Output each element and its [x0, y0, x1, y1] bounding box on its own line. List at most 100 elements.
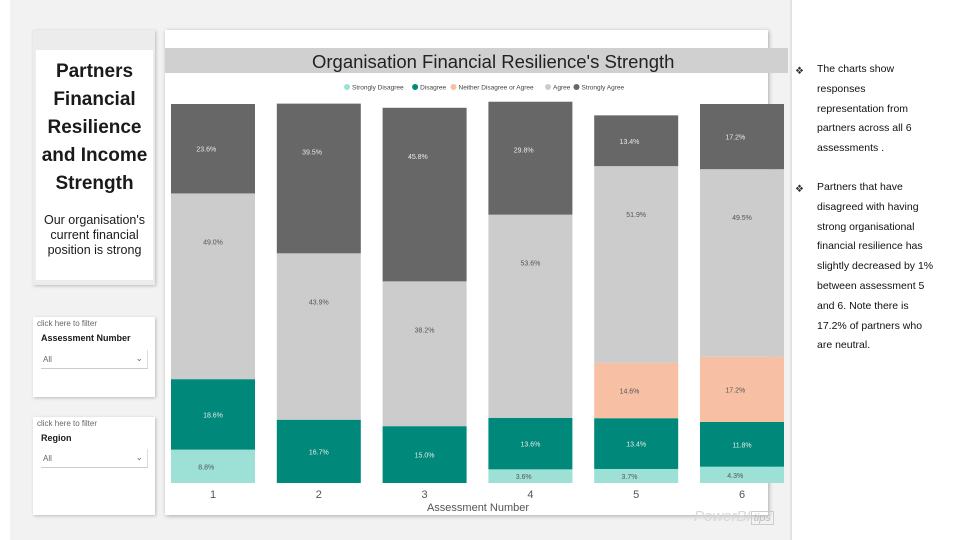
chevron-down-icon: ⌄ [135, 452, 143, 462]
panel-subtitle: Our organisation's current financial pos… [36, 213, 153, 258]
data-label: 39.5% [302, 150, 322, 157]
data-label: 4.3% [727, 473, 743, 480]
note-2: Partners that have disagreed with having… [817, 178, 955, 356]
note-line: partners across all 6 [817, 122, 912, 135]
bar-segment [382, 426, 467, 483]
assessment-number-dropdown[interactable]: All ⌄ [41, 350, 148, 369]
watermark-text: PowerBI [694, 508, 751, 525]
data-label: 51.9% [626, 212, 646, 219]
note-1: The charts show responses representation… [817, 60, 955, 159]
data-label: 11.8% [732, 442, 751, 449]
bar-segment [171, 379, 255, 450]
data-label: 49.0% [203, 239, 223, 246]
bar-segment [488, 417, 573, 470]
legend-label: Disagree [420, 85, 446, 92]
legend-label: Strongly Agree [582, 85, 625, 92]
bullet-icon: ❖ [795, 184, 804, 195]
legend-marker [412, 84, 419, 90]
note-line: strong organisational [817, 220, 915, 233]
legend-marker [450, 84, 457, 90]
chart-bars: 8.8% 18.6% 49.0% 23.6% 16.7% 43.9% 39.5% 15.0% 3… [171, 101, 784, 483]
kpi-title-card: Partners Financial Resilience and Income… [36, 50, 153, 280]
note-line: representation from [817, 102, 909, 115]
dropdown-value: All [43, 355, 52, 364]
watermark-box: tips [750, 511, 774, 525]
bar-segment [594, 115, 679, 167]
region-slicer: click here to filter Region All ⌄ [33, 417, 155, 515]
note-line: assessments . [817, 142, 885, 155]
data-label: 49.5% [732, 215, 752, 222]
data-label: 13.4% [626, 442, 646, 449]
bar-segment [594, 166, 679, 363]
powerbi-tips-watermark: PowerBI tips [694, 508, 774, 525]
note-line: financial resilience has [817, 240, 923, 253]
bar-segment [171, 193, 255, 380]
x-tick-label: 5 [633, 489, 639, 501]
bar-segment [171, 104, 255, 194]
note-line: responses [817, 82, 866, 95]
bullet-icon: ❖ [795, 66, 804, 77]
note-line: between assessment 5 [817, 279, 925, 292]
data-label: 43.9% [309, 299, 329, 306]
bar-segment [700, 466, 784, 483]
kpi-title-panel: Partners Financial Resilience and Income… [33, 30, 155, 285]
data-label: 3.6% [516, 474, 532, 481]
data-label: 15.0% [415, 453, 435, 460]
panel-title-line: Resilience [47, 117, 142, 138]
bar-segment [171, 449, 255, 483]
note-line: Partners that have [817, 181, 903, 193]
legend-marker [545, 84, 551, 90]
note-line: are neutral. [817, 339, 871, 352]
data-label: 16.7% [309, 449, 329, 456]
panel-subtitle-line: current financial [50, 228, 139, 242]
bar-segment [488, 214, 573, 418]
panel-title-line: Partners [55, 61, 134, 82]
data-label: 29.8% [514, 148, 534, 155]
data-label: 45.8% [408, 154, 428, 161]
assessment-number-slicer: click here to filter Assessment Number A… [33, 317, 155, 397]
dropdown-value: All [43, 454, 52, 463]
x-tick-label: 4 [527, 489, 533, 501]
x-tick-label: 1 [210, 489, 216, 501]
note-line: and 6. Note there is [817, 299, 909, 312]
bar-segment [700, 169, 784, 357]
data-label: 38.2% [415, 327, 435, 334]
data-label: 14.6% [620, 389, 640, 396]
panel-subtitle-line: position is strong [47, 243, 142, 257]
data-label: 13.6% [520, 442, 540, 449]
note-line: slightly decreased by 1% [817, 260, 934, 273]
data-label: 53.6% [520, 261, 540, 268]
slicer-hint: click here to filter [37, 319, 98, 328]
x-axis-label: Assessment Number [427, 502, 529, 514]
note-line: 17.2% of partners who [817, 319, 923, 332]
x-tick-label: 3 [422, 489, 428, 501]
x-axis-ticks: 1 2 3 4 5 6 [210, 489, 745, 501]
chart-title-band [165, 48, 788, 73]
bar-segment [700, 104, 784, 170]
region-dropdown[interactable]: All ⌄ [41, 449, 148, 468]
slicer-title: Assessment Number [41, 333, 131, 343]
slicer-title: Region [41, 433, 72, 443]
bar-segment [276, 103, 361, 254]
bar-segment [276, 419, 361, 483]
data-label: 3.7% [621, 474, 637, 481]
data-label: 17.2% [725, 387, 745, 394]
bar-segment [382, 281, 467, 427]
bar-segment [594, 468, 679, 483]
legend-label: Neither Disagree or Agree [459, 85, 535, 92]
legend-marker [344, 84, 350, 90]
panel-subtitle-line: Our organisation's [43, 213, 146, 227]
panel-title: Partners Financial Resilience and Income… [36, 58, 153, 198]
data-label: 17.2% [725, 135, 745, 142]
bar-segment [700, 421, 784, 467]
x-tick-label: 6 [739, 489, 745, 501]
panel-title-line: Strength [55, 173, 134, 194]
data-label: 23.6% [196, 147, 216, 154]
chart-legend: Strongly Disagree Disagree Neither Disagre… [344, 84, 625, 92]
note-line: The charts show [817, 63, 895, 75]
slicer-hint: click here to filter [37, 419, 98, 428]
x-tick-label: 2 [316, 489, 322, 501]
bar-segment [382, 107, 467, 282]
legend-label: Agree [553, 85, 571, 92]
